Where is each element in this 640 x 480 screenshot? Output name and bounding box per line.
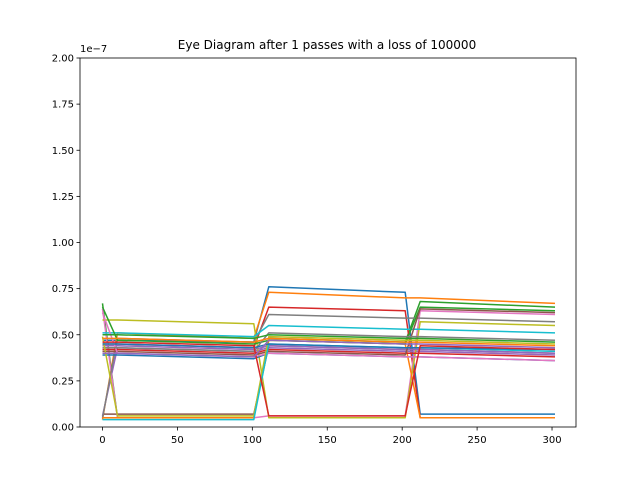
x-tick-label: 300 (542, 435, 561, 446)
y-tick-label: 0.25 (52, 376, 74, 387)
chart-title: Eye Diagram after 1 passes with a loss o… (178, 38, 476, 52)
y-offset-label: 1e−7 (80, 44, 107, 55)
x-tick-label: 0 (99, 435, 105, 446)
axes-frame (79, 57, 577, 428)
x-tick-label: 150 (318, 435, 337, 446)
series-line-9 (102, 319, 556, 419)
y-tick-label: 0.50 (52, 330, 74, 341)
plot-lines (101, 286, 556, 421)
y-tick-label: 2.00 (52, 54, 74, 65)
x-tick-label: 50 (171, 435, 184, 446)
y-tick-label: 0.75 (52, 284, 74, 295)
series-line-24 (102, 341, 556, 417)
series-line-22 (102, 337, 556, 347)
y-tick-label: 1.25 (52, 192, 74, 203)
series-line-5 (101, 346, 556, 417)
series-line-7 (101, 308, 556, 419)
series-line-19 (101, 335, 556, 417)
series-line-10 (102, 324, 556, 338)
series-line-14 (102, 348, 556, 358)
series-line-23 (102, 334, 556, 343)
series-line-18 (102, 332, 556, 353)
y-tick-label: 1.50 (52, 146, 74, 157)
series-line-25 (102, 339, 556, 358)
series-line-3 (101, 300, 556, 419)
x-tick-label: 250 (468, 435, 487, 446)
series-line-8 (101, 313, 556, 418)
y-tick-label: 1.00 (52, 238, 74, 249)
y-tick-label: 0.00 (52, 423, 74, 434)
axes: 0 50 100 150 200 250 300 0.00 0.25 0.50 0.75 1.00 1.… (52, 54, 577, 446)
y-tick-label: 1.75 (52, 100, 74, 111)
x-tick-label: 100 (243, 435, 262, 446)
x-tick-label: 200 (393, 435, 412, 446)
